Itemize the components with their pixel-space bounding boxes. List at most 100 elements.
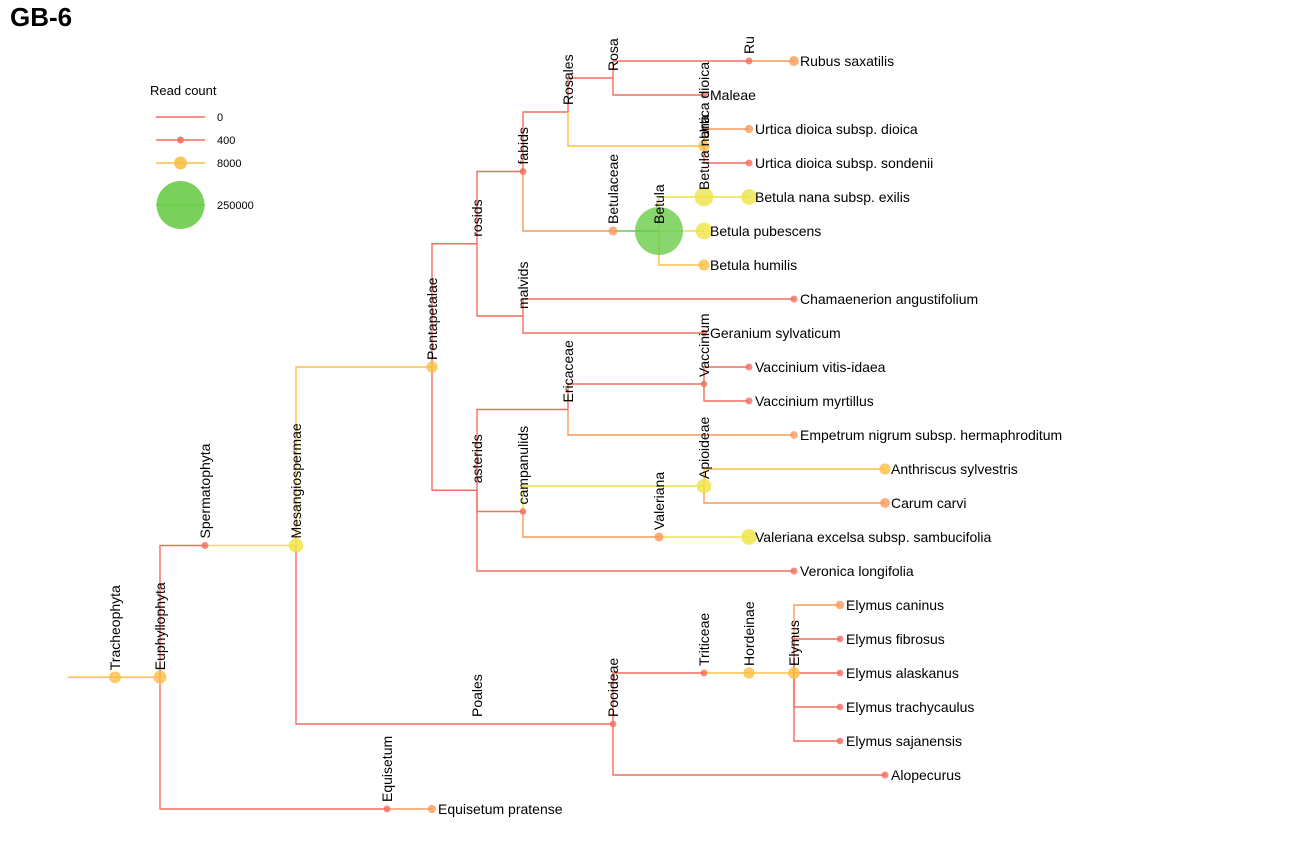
node-marker-veronica-longifolia	[790, 567, 798, 575]
branch-elymus-fibrosus	[793, 638, 840, 673]
node-marker-betula-nana-subsp-exilis	[741, 189, 757, 205]
node-marker-betula-humilis	[698, 259, 710, 271]
tip-label-alopecurus: Alopecurus	[891, 767, 961, 783]
node-marker-urtica-dioica	[698, 140, 710, 152]
node-marker-elymus-sajanensis	[836, 737, 844, 745]
legend-title: Read count	[150, 83, 217, 98]
clade-label-rosales: Rosales	[560, 54, 576, 105]
branch-rosales	[522, 111, 568, 172]
branch-apioideae	[522, 485, 704, 512]
branch-vaccinium-vitis-idaea	[703, 366, 749, 384]
branch-triticeae	[612, 672, 704, 724]
branch-vaccinium	[567, 383, 704, 410]
clade-label-fabids: fabids	[515, 127, 531, 164]
branch-urtica-dioica-subsp-sondenii	[703, 146, 749, 164]
node-marker-rubus-saxatilis	[789, 56, 799, 66]
clade-label-triticeae: Triticeae	[696, 613, 712, 666]
tip-label-betula-pubescens: Betula pubescens	[710, 223, 821, 239]
tree-edges	[68, 60, 885, 810]
branch-spermatophyta	[159, 544, 205, 678]
node-marker-betula-pubescens	[695, 222, 713, 240]
branch-elymus-sajanensis	[793, 673, 840, 742]
branch-empetrum-nigrum-subsp-hermaphroditum	[567, 409, 794, 436]
branch-urtica-dioica	[567, 112, 704, 147]
clade-label-campanulids: campanulids	[515, 426, 531, 505]
clade-label-poales: Poales	[469, 674, 485, 717]
branch-carum-carvi	[703, 486, 885, 504]
node-marker-triticeae	[700, 669, 708, 677]
legend-label: 8000	[217, 158, 241, 170]
node-markers	[109, 56, 891, 814]
clade-label-rosids: rosids	[469, 199, 485, 236]
clade-label-ru: Ru	[741, 36, 757, 54]
legend-marker	[174, 156, 187, 170]
node-marker-valeriana	[654, 532, 664, 542]
clade-label-apioideae: Apioideae	[696, 417, 712, 479]
node-marker-vaccinium-vitis-idaea	[745, 363, 753, 371]
tip-label-betula-humilis: Betula humilis	[710, 257, 797, 273]
clade-label-vaccinium: Vaccinium	[696, 313, 712, 377]
legend-entries: 0 400 8000 250000	[156, 112, 254, 229]
node-marker-apioideae	[696, 478, 712, 494]
tip-label-empetrum-nigrum-subsp-hermaphroditum: Empetrum nigrum subsp. hermaphroditum	[800, 427, 1062, 443]
node-marker-elymus-fibrosus	[836, 635, 844, 643]
node-marker-elymus-trachycaulus	[836, 703, 844, 711]
node-marker-anthriscus-sylvestris	[879, 463, 891, 475]
clade-label-urtica-dioica: Urtica dioica	[696, 62, 712, 139]
node-marker-euphyllophyta	[153, 670, 167, 684]
tip-label-carum-carvi: Carum carvi	[891, 495, 966, 511]
branch-ru	[612, 60, 749, 78]
node-marker-equisetum-pratense	[427, 804, 437, 814]
tip-label-valeriana-excelsa-subsp-sambucifolia: Valeriana excelsa subsp. sambucifolia	[755, 529, 992, 545]
branch-malvids	[476, 243, 523, 317]
tip-label-vaccinium-myrtillus: Vaccinium myrtillus	[755, 393, 874, 409]
clade-label-rosa: Rosa	[605, 38, 621, 71]
node-marker-betula	[635, 207, 683, 255]
clade-label-pentapetalae: Pentapetalae	[424, 277, 440, 360]
tip-label-urtica-dioica-subsp-sondenii: Urtica dioica subsp. sondenii	[755, 155, 933, 171]
branch-elymus-trachycaulus	[793, 673, 840, 708]
node-marker-geranium-sylvaticum	[700, 329, 708, 337]
legend-entry-250000: 250000	[156, 181, 254, 229]
node-marker-pooideae	[609, 720, 617, 728]
tip-label-geranium-sylvaticum: Geranium sylvaticum	[710, 325, 841, 341]
clade-label-pooideae: Pooideae	[605, 658, 621, 717]
node-marker-campanulids	[519, 508, 527, 515]
tip-label-veronica-longifolia: Veronica longifolia	[800, 563, 914, 579]
node-marker-hordeinae	[743, 667, 755, 679]
branch-pentapetalae	[295, 366, 432, 546]
clade-label-malvids: malvids	[515, 262, 531, 309]
tip-label-betula-nana-subsp-exilis: Betula nana subsp. exilis	[755, 189, 910, 205]
clade-label-elymus: Elymus	[786, 620, 802, 666]
legend-marker	[177, 136, 184, 144]
tip-label-elymus-trachycaulus: Elymus trachycaulus	[846, 699, 974, 715]
clade-label-equisetum: Equisetum	[379, 736, 395, 802]
branch-alopecurus	[612, 724, 885, 776]
branch-rosids	[431, 243, 477, 367]
legend: Read count 0 400 8000 250000	[150, 83, 254, 229]
branch-maleae	[612, 78, 704, 96]
branch-rosa	[567, 77, 613, 112]
tip-label-anthriscus-sylvestris: Anthriscus sylvestris	[891, 461, 1018, 477]
branch-ericaceae	[476, 408, 568, 491]
branch-betulaceae	[522, 171, 613, 232]
node-marker-vaccinium	[700, 380, 708, 388]
clade-label-valeriana: Valeriana	[651, 472, 667, 530]
clade-label-mesangiospermae: Mesangiospermae	[288, 423, 304, 538]
clade-label-spermatophyta: Spermatophyta	[197, 443, 213, 538]
branch-valeriana	[522, 511, 659, 538]
node-marker-carum-carvi	[880, 498, 890, 508]
tip-label-elymus-alaskanus: Elymus alaskanus	[846, 665, 959, 681]
clade-label-betula: Betula	[651, 184, 667, 224]
node-marker-elymus-alaskanus	[836, 669, 844, 677]
node-marker-equisetum	[383, 805, 391, 813]
tip-label-urtica-dioica-subsp-dioica: Urtica dioica subsp. dioica	[755, 121, 918, 137]
clade-label-hordeinae: Hordeinae	[741, 601, 757, 666]
node-marker-spermatophyta	[201, 542, 209, 549]
clade-label-betulaceae: Betulaceae	[605, 154, 621, 224]
node-marker-elymus	[788, 667, 800, 679]
tip-label-chamaenerion-angustifolium: Chamaenerion angustifolium	[800, 291, 978, 307]
branch-veronica-longifolia	[476, 490, 794, 572]
legend-label: 250000	[217, 200, 254, 212]
